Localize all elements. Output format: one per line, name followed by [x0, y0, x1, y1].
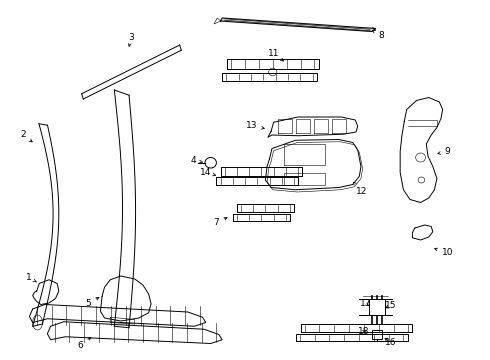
Text: 15: 15 — [385, 302, 396, 310]
Text: 1: 1 — [25, 273, 37, 282]
Text: 10: 10 — [435, 248, 453, 257]
Text: 2: 2 — [20, 130, 32, 142]
Text: 12: 12 — [353, 182, 368, 197]
Text: 7: 7 — [214, 217, 227, 227]
Text: 16: 16 — [385, 338, 396, 347]
Text: 11: 11 — [268, 49, 284, 61]
Polygon shape — [220, 18, 376, 31]
Text: 17: 17 — [360, 299, 371, 308]
Bar — [369, 298, 386, 315]
Text: 18: 18 — [358, 327, 369, 336]
Text: 8: 8 — [372, 30, 384, 40]
Text: 6: 6 — [77, 337, 91, 350]
Bar — [372, 330, 382, 339]
Text: 13: 13 — [246, 122, 264, 130]
Text: 14: 14 — [200, 168, 216, 177]
Text: 5: 5 — [85, 297, 99, 308]
Text: 9: 9 — [438, 147, 450, 156]
Text: 4: 4 — [191, 156, 202, 165]
Text: 3: 3 — [128, 33, 134, 46]
